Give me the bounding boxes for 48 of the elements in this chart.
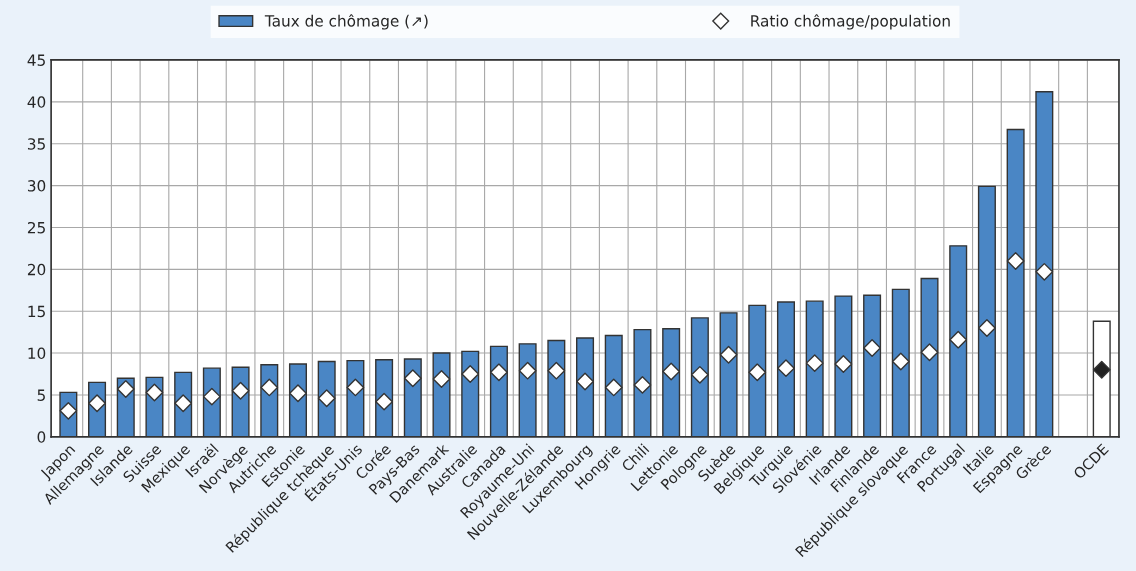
point <box>432 370 451 388</box>
point <box>1035 262 1054 281</box>
point <box>805 354 824 373</box>
point <box>174 394 193 413</box>
point <box>317 389 336 408</box>
y-tick-label: 20 <box>27 263 46 276</box>
point <box>1006 252 1025 270</box>
point <box>116 380 135 398</box>
y-tick-label: 25 <box>27 221 45 234</box>
point <box>576 372 594 391</box>
y-tick-label: 10 <box>28 347 46 360</box>
y-tick-label: 0 <box>37 431 46 443</box>
point <box>777 359 795 378</box>
point <box>260 378 279 397</box>
y-tick-label: 45 <box>27 54 45 66</box>
point <box>375 392 394 411</box>
point <box>719 345 738 364</box>
point <box>202 387 221 406</box>
point <box>834 355 853 373</box>
point <box>231 381 250 400</box>
point <box>633 375 652 394</box>
legend-label: Ratio chômage/population <box>751 14 950 30</box>
point <box>920 343 939 362</box>
point <box>1092 360 1111 379</box>
point <box>690 365 709 384</box>
point <box>461 365 480 383</box>
point <box>547 361 566 380</box>
point <box>518 361 537 380</box>
point <box>891 352 910 371</box>
point <box>403 369 422 388</box>
y-tick-label: 5 <box>37 389 45 401</box>
point <box>863 339 882 357</box>
point <box>748 363 767 382</box>
point <box>289 384 307 403</box>
point <box>978 319 996 337</box>
y-tick-label: 35 <box>27 138 45 150</box>
point <box>59 401 78 420</box>
point <box>88 394 106 413</box>
point <box>490 363 508 382</box>
point <box>949 330 968 349</box>
point <box>662 362 681 381</box>
y-tick-label: 30 <box>27 180 46 192</box>
point <box>604 378 623 397</box>
legend-label: Taux de chômage (↗) <box>264 14 428 30</box>
y-tick-label: 40 <box>27 96 46 108</box>
point <box>145 383 164 402</box>
y-tick-label: 15 <box>28 305 45 318</box>
point <box>346 378 365 397</box>
